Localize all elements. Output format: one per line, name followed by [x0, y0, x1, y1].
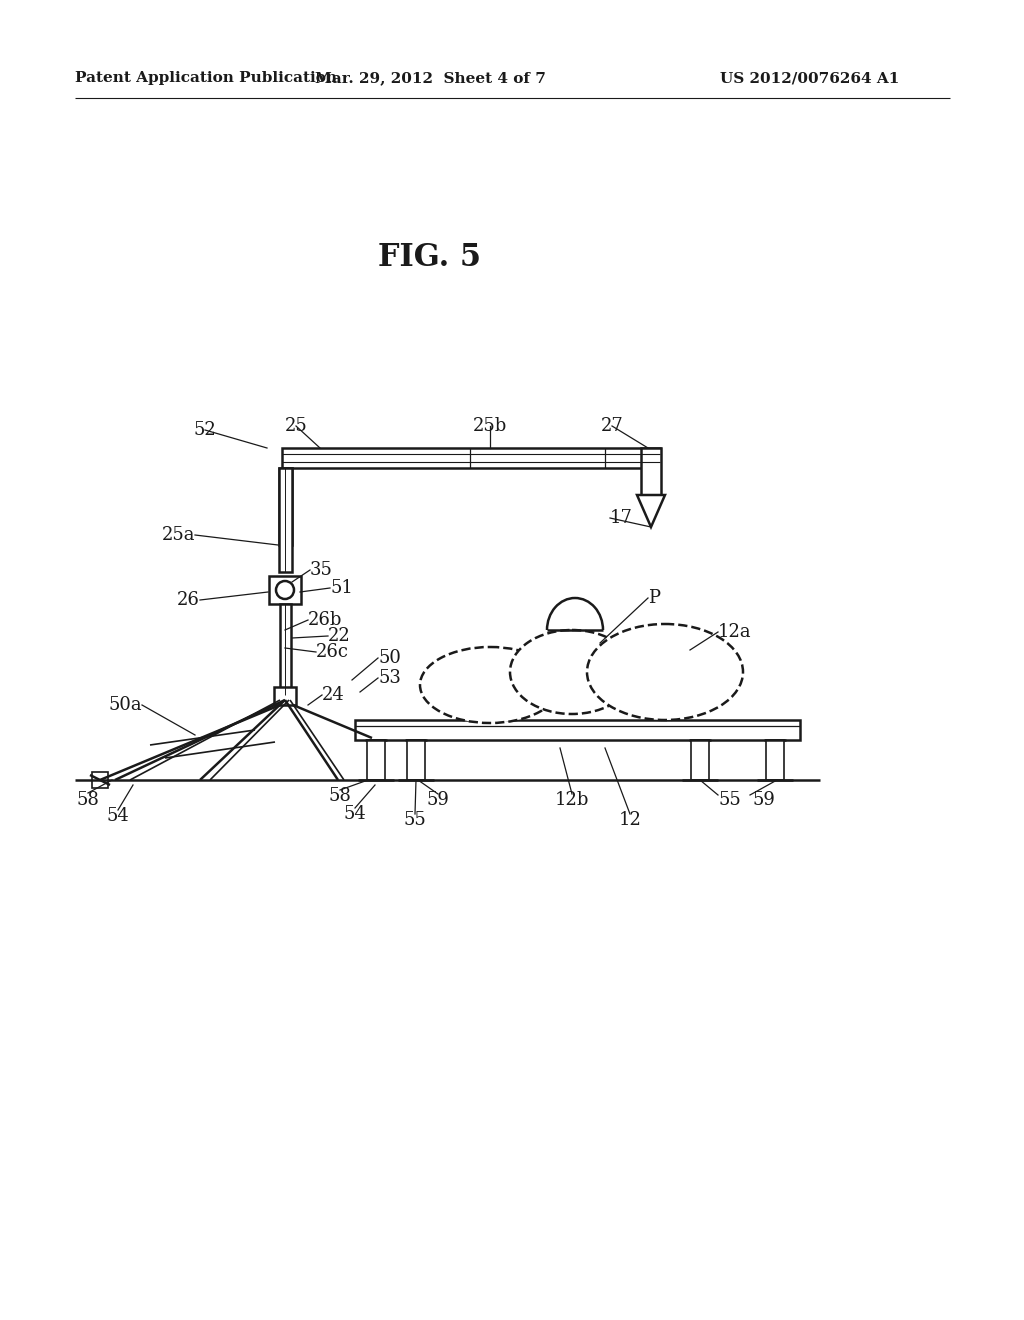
Text: 59: 59 — [427, 791, 450, 809]
Bar — [641, 447, 662, 495]
Text: Mar. 29, 2012  Sheet 4 of 7: Mar. 29, 2012 Sheet 4 of 7 — [314, 71, 546, 84]
Ellipse shape — [510, 630, 634, 714]
Text: 59: 59 — [752, 791, 775, 809]
Bar — [407, 741, 425, 780]
Text: 27: 27 — [601, 417, 624, 436]
Text: 55: 55 — [403, 810, 426, 829]
Text: 50: 50 — [378, 649, 400, 667]
Text: Patent Application Publication: Patent Application Publication — [75, 71, 337, 84]
Text: 25: 25 — [285, 417, 307, 436]
Bar — [269, 576, 301, 605]
Text: 54: 54 — [106, 807, 129, 825]
Text: 58: 58 — [329, 787, 351, 805]
Text: 50a: 50a — [109, 696, 142, 714]
Bar — [691, 741, 709, 780]
Text: 25a: 25a — [162, 525, 195, 544]
Text: US 2012/0076264 A1: US 2012/0076264 A1 — [720, 71, 899, 84]
Bar — [280, 605, 291, 696]
Text: 58: 58 — [77, 791, 99, 809]
Bar — [274, 686, 296, 705]
Text: 51: 51 — [330, 579, 353, 597]
Bar — [355, 719, 800, 741]
Bar — [279, 469, 292, 572]
Polygon shape — [637, 495, 665, 527]
Text: 12: 12 — [618, 810, 641, 829]
Text: 24: 24 — [322, 686, 345, 704]
Ellipse shape — [587, 624, 743, 719]
Bar — [279, 469, 292, 545]
Text: 26c: 26c — [316, 643, 349, 661]
Text: 55: 55 — [718, 791, 740, 809]
Bar — [282, 447, 660, 469]
Text: 12b: 12b — [555, 791, 589, 809]
Text: 26: 26 — [177, 591, 200, 609]
Text: 22: 22 — [328, 627, 351, 645]
Ellipse shape — [420, 647, 560, 723]
Text: P: P — [648, 589, 660, 607]
Text: 52: 52 — [194, 421, 216, 440]
Text: 17: 17 — [610, 510, 633, 527]
Text: 35: 35 — [310, 561, 333, 579]
Text: 26b: 26b — [308, 611, 342, 630]
Text: 25b: 25b — [473, 417, 507, 436]
Bar — [367, 741, 385, 780]
Bar — [766, 741, 784, 780]
Bar — [92, 772, 108, 788]
Text: 54: 54 — [344, 805, 367, 822]
Text: FIG. 5: FIG. 5 — [379, 243, 481, 273]
Text: 12a: 12a — [718, 623, 752, 642]
Text: 53: 53 — [378, 669, 400, 686]
